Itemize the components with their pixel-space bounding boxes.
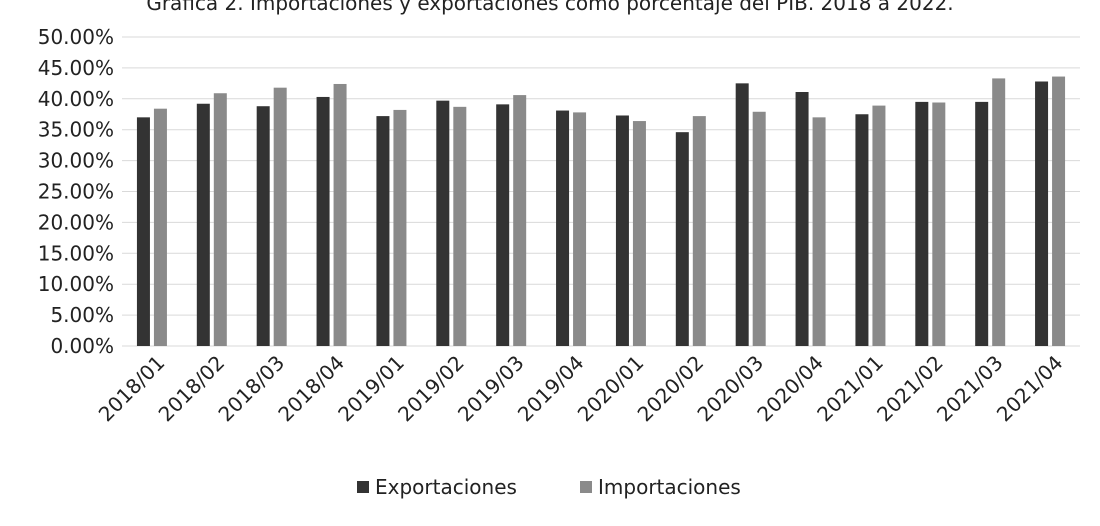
bar-importaciones bbox=[213, 93, 227, 346]
y-tick-label: 25.00% bbox=[38, 180, 114, 204]
bar-importaciones bbox=[932, 102, 946, 347]
y-tick-label: 40.00% bbox=[38, 87, 114, 111]
bar-exportaciones bbox=[795, 92, 809, 346]
bar-exportaciones bbox=[496, 104, 510, 346]
legend-swatch bbox=[357, 481, 369, 493]
y-tick-label: 0.00% bbox=[50, 334, 114, 358]
bar-exportaciones bbox=[196, 103, 210, 346]
bars bbox=[136, 76, 1066, 347]
legend-swatch bbox=[580, 481, 592, 493]
y-axis-ticks: 0.00% 5.00% 10.00% 15.00% 20.00% 25.00% 30.00%… bbox=[38, 25, 114, 358]
bar-importaciones bbox=[752, 111, 766, 346]
chart-title: Gráfica 2. Importaciones y exportaciones… bbox=[146, 0, 953, 15]
bar-importaciones bbox=[992, 78, 1006, 346]
y-tick-label: 45.00% bbox=[38, 56, 114, 80]
bar-exportaciones bbox=[675, 132, 689, 346]
bar-exportaciones bbox=[556, 110, 570, 347]
bar-importaciones bbox=[692, 116, 706, 346]
bar-exportaciones bbox=[376, 116, 390, 346]
y-tick-label: 5.00% bbox=[50, 303, 114, 327]
bar-importaciones bbox=[513, 95, 527, 346]
y-tick-label: 30.00% bbox=[38, 149, 114, 173]
legend-label: Importaciones bbox=[598, 475, 741, 499]
bar-exportaciones bbox=[915, 101, 929, 346]
bar-importaciones bbox=[872, 105, 886, 347]
y-tick-label: 35.00% bbox=[38, 118, 114, 142]
bar-importaciones bbox=[393, 109, 407, 346]
bar-exportaciones bbox=[436, 100, 450, 347]
y-tick-label: 15.00% bbox=[38, 241, 114, 265]
bar-exportaciones bbox=[136, 117, 150, 346]
bar-importaciones bbox=[453, 106, 467, 346]
bar-exportaciones bbox=[735, 83, 749, 346]
bar-exportaciones bbox=[975, 101, 989, 346]
bar-exportaciones bbox=[316, 96, 330, 346]
y-tick-label: 50.00% bbox=[38, 25, 114, 49]
bar-importaciones bbox=[153, 108, 167, 346]
bar-importaciones bbox=[632, 121, 646, 346]
bar-exportaciones bbox=[1035, 81, 1049, 346]
bar-importaciones bbox=[573, 112, 587, 347]
bar-exportaciones bbox=[256, 106, 270, 346]
y-tick-label: 20.00% bbox=[38, 210, 114, 234]
x-tick-label: 2021/04 bbox=[992, 351, 1068, 427]
legend: Exportaciones Importaciones bbox=[357, 475, 741, 499]
legend-label: Exportaciones bbox=[375, 475, 517, 499]
y-tick-label: 10.00% bbox=[38, 272, 114, 296]
bar-importaciones bbox=[1052, 76, 1066, 346]
bar-importaciones bbox=[333, 83, 347, 346]
bar-exportaciones bbox=[855, 114, 869, 346]
bar-importaciones bbox=[812, 117, 826, 346]
bar-importaciones bbox=[273, 87, 287, 347]
bar-exportaciones bbox=[615, 115, 629, 347]
x-axis-ticks: 2018/012018/022018/032018/042019/012019/… bbox=[94, 351, 1068, 427]
